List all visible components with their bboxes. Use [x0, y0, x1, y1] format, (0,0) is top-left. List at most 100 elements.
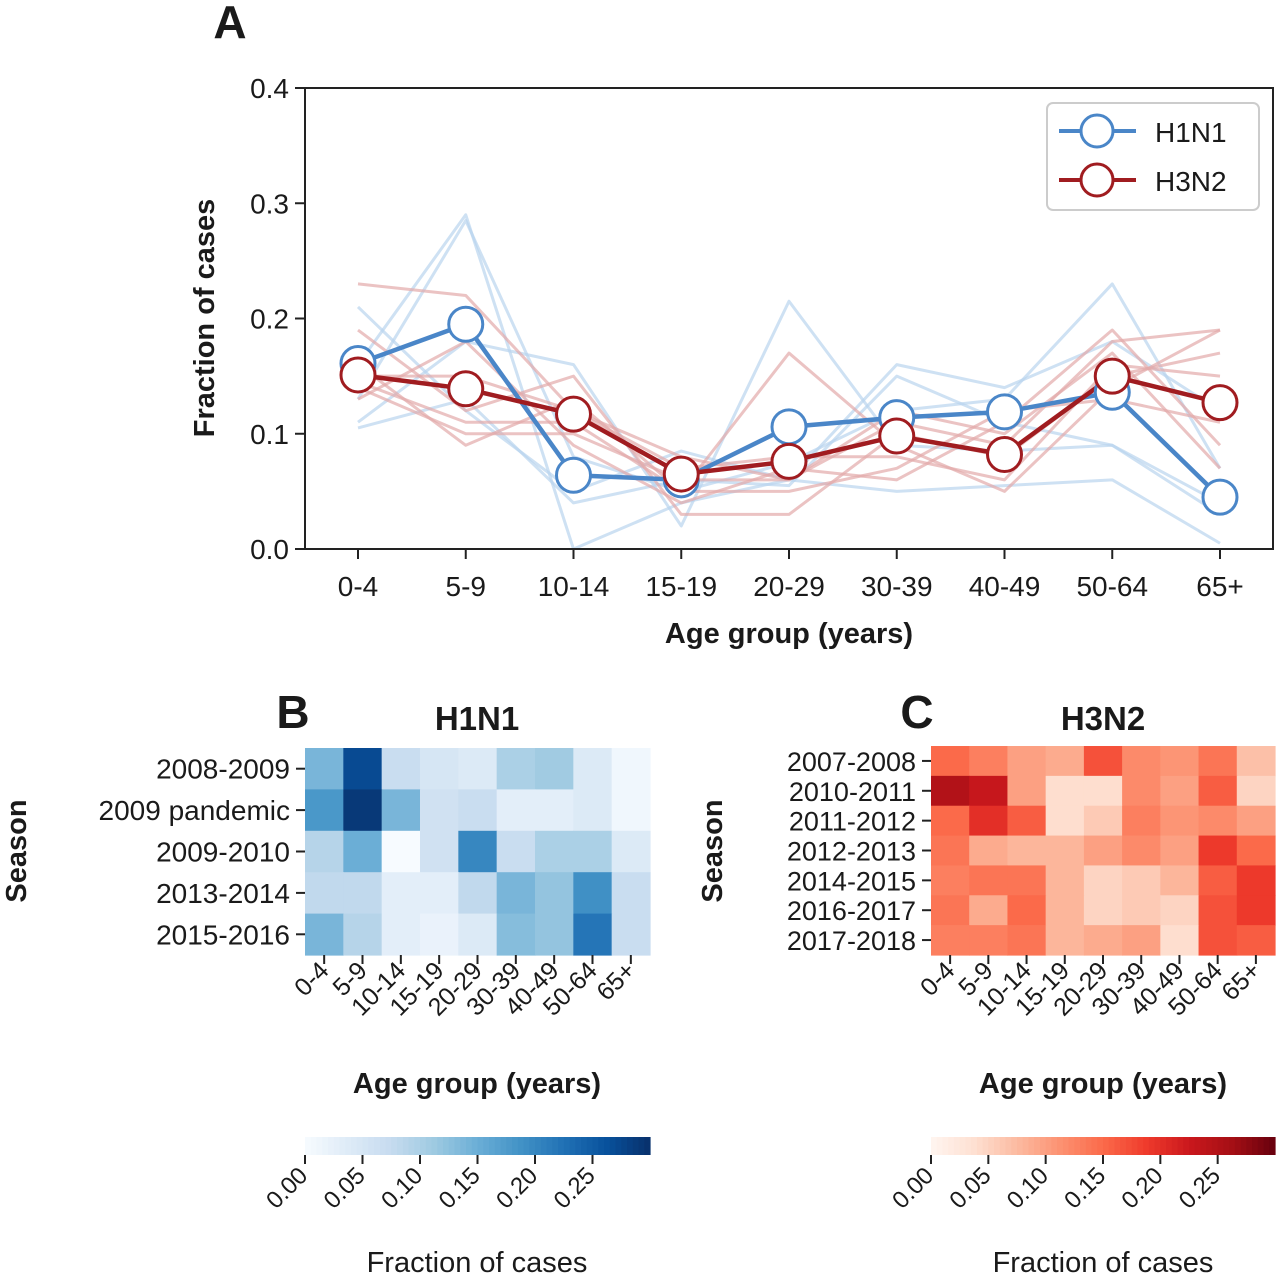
colorbar-segment — [988, 1137, 995, 1155]
heatmap-cell — [343, 830, 383, 873]
main-series-lines — [339, 305, 1239, 516]
colorbar-segment — [1223, 1137, 1230, 1155]
colorbar-segment — [1125, 1137, 1133, 1155]
colorbar-segment — [1206, 1137, 1213, 1155]
point-h1n1 — [555, 456, 592, 494]
colorbar-segment — [443, 1137, 450, 1155]
colorbar-segment — [483, 1137, 490, 1155]
heatmap-cell — [420, 913, 459, 956]
heatmap-cell — [1236, 865, 1276, 896]
heatmap-cell — [1198, 895, 1238, 926]
colorbar-segment — [592, 1137, 599, 1155]
panel-b-letter: B — [276, 686, 309, 738]
colorbar-segment — [1166, 1137, 1173, 1155]
heatmap-cell — [458, 789, 498, 832]
colorbar-tick-label: 0.10 — [376, 1162, 428, 1214]
heatmap-cell — [1122, 865, 1161, 896]
colorbar-segment — [598, 1137, 605, 1155]
colorbar-segment — [959, 1137, 966, 1155]
heatmap-cell — [1236, 746, 1276, 777]
heatmap-cell — [1045, 775, 1085, 807]
column-label: 65+ — [591, 956, 641, 1006]
heatmap-cell — [611, 830, 651, 873]
background-line-h3n2 — [357, 328, 1221, 493]
heatmap-cell — [1236, 925, 1276, 956]
x-tick-label: 10-14 — [538, 571, 610, 602]
point-h3n2 — [339, 356, 377, 394]
heatmap-cell — [573, 872, 613, 915]
colorbar-segment — [540, 1137, 548, 1155]
y-tick-label: 0.3 — [250, 188, 289, 219]
colorbar-segment — [1120, 1137, 1127, 1155]
heatmap-cell — [1198, 805, 1238, 837]
heatmap-cell — [496, 789, 536, 832]
colorbar-segment — [466, 1137, 473, 1155]
heatmap-cell — [931, 835, 970, 867]
heatmap-cell — [1007, 895, 1047, 926]
heatmap-cell — [573, 789, 613, 832]
colorbar-segment — [333, 1137, 341, 1155]
y-tick-label: 0.2 — [250, 304, 289, 335]
heatmap-cell — [420, 872, 459, 915]
colorbar-segment — [552, 1137, 559, 1155]
colorbar-segment — [1137, 1137, 1144, 1155]
colorbar-segment — [604, 1137, 611, 1155]
colorbar-segment — [953, 1137, 961, 1155]
colorbar-segment — [1217, 1137, 1224, 1155]
row-label: 2010-2011 — [789, 777, 916, 807]
heatmap-cell — [611, 789, 651, 832]
colorbar-segment — [1068, 1137, 1075, 1155]
colorbar-tick-label: 0.15 — [1059, 1162, 1111, 1214]
y-axis-label: Fraction of cases — [189, 199, 221, 438]
colorbar-segment — [362, 1137, 369, 1155]
colorbar-segment — [1252, 1137, 1259, 1155]
colorbar-segment — [1194, 1137, 1202, 1155]
heatmap-cell — [496, 748, 536, 790]
colorbar-segment — [1039, 1137, 1047, 1155]
colorbar-segment — [1211, 1137, 1219, 1155]
heatmap-cell — [1160, 805, 1200, 837]
legend-marker-h1n1 — [1079, 113, 1115, 149]
column-label: 0-4 — [289, 956, 334, 1001]
column-label: 0-4 — [915, 956, 960, 1001]
colorbar-segment — [1246, 1137, 1253, 1155]
colorbar-tick-label: 0.00 — [261, 1162, 313, 1214]
colorbar-segment — [1148, 1137, 1156, 1155]
x-tick-label: 5-9 — [446, 571, 486, 602]
colorbar-segment — [558, 1137, 565, 1155]
heatmap-cell — [1045, 925, 1085, 956]
colorbar-segment — [994, 1137, 1001, 1155]
colorbar-segment — [512, 1137, 519, 1155]
heatmap-cell — [343, 872, 383, 915]
colorbar-segment — [1171, 1137, 1179, 1155]
point-h3n2 — [1201, 384, 1239, 422]
colorbar-segment — [494, 1137, 502, 1155]
heatmap-cell — [1007, 865, 1047, 896]
heatmap-cell — [458, 830, 498, 873]
colorbar-segment — [976, 1137, 984, 1155]
heatmap-cell — [381, 830, 421, 873]
row-label: 2015-2016 — [156, 919, 290, 950]
heatmap-cell — [611, 913, 651, 956]
heatmap-cell — [305, 913, 344, 956]
colorbar-segment — [569, 1137, 576, 1155]
row-label: 2014-2015 — [787, 866, 916, 896]
colorbar-segment — [391, 1137, 398, 1155]
colorbar-label: Fraction of cases — [367, 1247, 588, 1278]
heatmap-cell — [420, 830, 459, 873]
colorbar-segment — [506, 1137, 513, 1155]
heatmap-cell — [1160, 895, 1200, 926]
heatmap-cell — [573, 748, 613, 790]
colorbar-segment — [420, 1137, 427, 1155]
colorbar-segment — [431, 1137, 438, 1155]
colorbar-segment — [1114, 1137, 1121, 1155]
colorbar-segment — [1229, 1137, 1236, 1155]
colorbar-segment — [529, 1137, 536, 1155]
y-axis-label: Season — [1, 799, 33, 902]
row-label: 2017-2018 — [787, 926, 916, 956]
colorbar-segment — [356, 1137, 364, 1155]
heatmap-cell — [1160, 835, 1200, 867]
legend: H1N1 H3N2 — [1046, 102, 1260, 211]
